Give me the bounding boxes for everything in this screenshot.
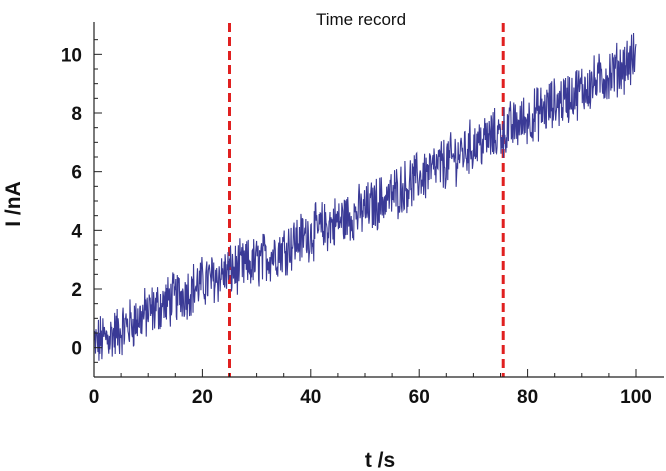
reference-lines — [228, 23, 505, 377]
y-tick-label: 8 — [71, 104, 82, 125]
y-tick-label: 2 — [71, 280, 82, 301]
y-tick-label: 4 — [71, 221, 82, 242]
y-axis-title: I /nA — [2, 181, 25, 227]
y-tick-label: 10 — [61, 45, 82, 66]
chart-title: Time record — [316, 10, 406, 29]
x-axis-title: t /s — [365, 449, 395, 471]
plot-area — [93, 23, 637, 377]
y-tick-label: 0 — [71, 339, 82, 360]
x-tick-label: 100 — [620, 387, 652, 408]
axes: 0 20 40 60 80 100 0 2 4 6 8 10 — [61, 22, 664, 408]
x-tick-label: 20 — [192, 387, 213, 408]
x-tick-label: 80 — [517, 387, 538, 408]
x-tick-label: 0 — [89, 387, 100, 408]
series-line — [93, 32, 637, 361]
y-tick-label: 6 — [71, 163, 82, 184]
x-tick-label: 60 — [409, 387, 430, 408]
x-tick-label: 40 — [300, 387, 321, 408]
